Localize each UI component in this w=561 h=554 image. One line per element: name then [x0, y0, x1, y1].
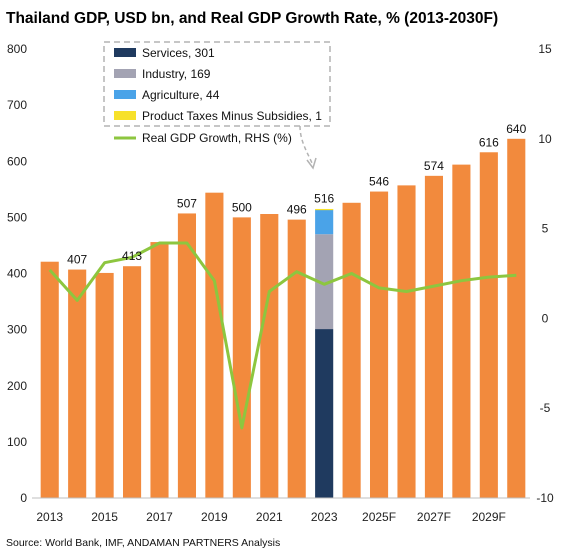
x-tick-label: 2027F: [417, 510, 451, 524]
bar-value-label: 516: [314, 191, 334, 205]
gdp-bar: [397, 185, 416, 499]
gdp-bar: [260, 214, 279, 498]
legend: Services, 301 Industry, 169 Agriculture, 4…: [103, 41, 331, 170]
x-tick-label: 2017: [146, 510, 173, 524]
bar-data-labels: 407 413 507 500 496 516 546 574 616 640: [67, 122, 526, 267]
bar-value-label: 640: [506, 122, 526, 136]
left-tick-label: 100: [7, 435, 27, 449]
legend-entry: Product Taxes Minus Subsidies, 1: [142, 109, 322, 123]
chart-title: Thailand GDP, USD bn, and Real GDP Growt…: [6, 10, 498, 27]
legend-swatch: [114, 48, 136, 57]
x-tick-label: 2023: [311, 510, 338, 524]
gdp-bar: [452, 164, 471, 498]
bar-value-label: 413: [122, 249, 142, 263]
gdp-bar: [177, 213, 197, 499]
gdp-bar: [232, 217, 251, 498]
right-tick-label: 5: [542, 222, 549, 236]
callout-arrow-icon: [306, 157, 317, 170]
x-tick-label: 2013: [36, 510, 63, 524]
legend-entry: Agriculture, 44: [142, 88, 220, 102]
bar-value-label: 407: [67, 253, 87, 267]
gdp-bars: [40, 138, 526, 499]
right-tick-label: -5: [540, 401, 551, 415]
gdp-bar: [40, 261, 59, 498]
legend-swatch: [114, 69, 136, 78]
legend-entry: Industry, 169: [142, 67, 211, 81]
legend-swatch: [114, 90, 136, 99]
growth-line-group: [48, 241, 517, 430]
bar-value-label: 500: [232, 200, 252, 214]
x-axis: 2013 2015 2017 2019 2021 2023 2025F 2027F 2029F: [32, 497, 530, 524]
gdp-bar: [342, 202, 361, 498]
growth-line: [48, 241, 517, 430]
right-tick-label: 0: [542, 311, 549, 325]
right-axis-ticks: -10 -5 0 5 10 15: [536, 42, 554, 505]
left-tick-label: 300: [7, 323, 27, 337]
stacked-bar-segment: [315, 329, 334, 498]
x-tick-label: 2019: [201, 510, 228, 524]
bar-value-label: 507: [177, 196, 197, 210]
right-tick-label: -10: [536, 491, 554, 505]
bar-value-label: 616: [479, 135, 499, 149]
legend-swatch: [114, 111, 136, 120]
x-tick-label: 2021: [256, 510, 283, 524]
left-tick-label: 400: [7, 267, 27, 281]
gdp-bar: [95, 272, 114, 498]
gdp-bar: [479, 152, 498, 498]
gdp-bar: [287, 219, 306, 498]
stacked-bar-segment: [315, 208, 334, 211]
gdp-bar: [205, 192, 224, 498]
bar-value-label: 546: [369, 175, 389, 189]
left-tick-label: 600: [7, 154, 27, 168]
callout-connector: [299, 125, 313, 164]
source-note: Source: World Bank, IMF, ANDAMAN PARTNER…: [6, 537, 280, 549]
left-tick-label: 700: [7, 98, 27, 112]
bar-value-label: 496: [287, 203, 307, 217]
x-tick-label: 2025F: [362, 510, 396, 524]
left-tick-label: 0: [20, 491, 27, 505]
left-axis-ticks: 0 100 200 300 400 500 600 700 800: [7, 42, 27, 505]
stacked-bar-segment: [315, 234, 334, 330]
gdp-bar: [150, 242, 169, 498]
stacked-bar-segment: [315, 209, 334, 235]
x-tick-label: 2015: [91, 510, 118, 524]
gdp-bar: [369, 191, 389, 498]
legend-entry: Services, 301: [142, 46, 215, 60]
gdp-bar: [507, 138, 526, 499]
gdp-bar: [424, 175, 444, 498]
x-tick-label: 2029F: [472, 510, 506, 524]
gdp-bar: [68, 269, 87, 498]
left-tick-label: 200: [7, 379, 27, 393]
right-tick-label: 10: [538, 132, 552, 146]
left-tick-label: 800: [7, 42, 27, 56]
right-tick-label: 15: [538, 42, 552, 56]
bar-value-label: 574: [424, 159, 444, 173]
legend-callout-box: [103, 41, 331, 127]
left-tick-label: 500: [7, 210, 27, 224]
legend-entry: Real GDP Growth, RHS (%): [142, 131, 292, 145]
gdp-bar: [122, 266, 142, 498]
